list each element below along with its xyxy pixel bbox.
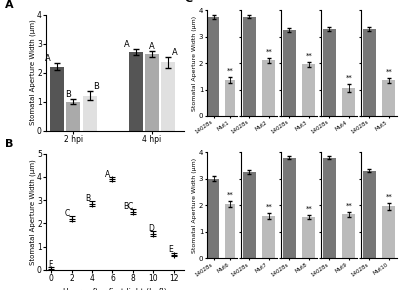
Text: C: C: [184, 0, 192, 4]
Bar: [302, 217, 315, 258]
Y-axis label: Stomatal Aperture Width (μm): Stomatal Aperture Width (μm): [29, 20, 36, 125]
X-axis label: Hours after first light (hafl): Hours after first light (hafl): [63, 289, 167, 290]
Text: **: **: [346, 203, 352, 209]
Text: D: D: [148, 224, 154, 233]
Text: **: **: [386, 194, 392, 200]
Text: A: A: [105, 170, 110, 179]
Bar: [161, 62, 175, 130]
Bar: [262, 60, 275, 116]
Text: **: **: [227, 68, 234, 74]
Bar: [145, 54, 159, 130]
Text: **: **: [386, 68, 392, 75]
Text: **: **: [227, 191, 234, 197]
Bar: [283, 157, 296, 258]
Bar: [66, 102, 80, 130]
Bar: [225, 80, 236, 116]
Bar: [302, 64, 315, 116]
Bar: [382, 80, 395, 116]
Bar: [382, 206, 395, 258]
Bar: [283, 30, 296, 116]
Bar: [323, 29, 336, 116]
Text: E: E: [169, 245, 174, 254]
Text: A: A: [149, 42, 155, 51]
Y-axis label: Stomatal Aperture Width (μm): Stomatal Aperture Width (μm): [192, 15, 198, 111]
Text: A: A: [5, 0, 13, 10]
Bar: [82, 96, 97, 130]
Y-axis label: Stomatal Aperture Width (μm): Stomatal Aperture Width (μm): [192, 157, 198, 253]
Y-axis label: Stomatal Aperture Width (μm): Stomatal Aperture Width (μm): [29, 159, 36, 264]
Bar: [363, 171, 376, 258]
Text: **: **: [306, 52, 312, 59]
Text: C: C: [64, 209, 70, 218]
Text: B: B: [65, 90, 71, 99]
Bar: [323, 157, 336, 258]
Bar: [262, 216, 275, 258]
Bar: [50, 67, 64, 130]
Text: **: **: [306, 206, 312, 212]
Bar: [208, 17, 219, 116]
Text: A: A: [172, 48, 178, 57]
Text: B: B: [5, 139, 13, 149]
Bar: [129, 52, 143, 130]
Bar: [342, 214, 355, 258]
Bar: [363, 29, 376, 116]
Text: A: A: [45, 54, 51, 63]
Bar: [208, 179, 219, 258]
Bar: [243, 172, 256, 258]
Bar: [225, 204, 236, 258]
Text: **: **: [266, 203, 272, 209]
Bar: [342, 88, 355, 116]
Text: B: B: [93, 82, 99, 91]
Text: A: A: [124, 40, 130, 49]
Text: **: **: [346, 75, 352, 81]
Text: BC: BC: [124, 202, 134, 211]
Bar: [243, 17, 256, 116]
Text: F: F: [48, 260, 53, 269]
Text: **: **: [266, 49, 272, 55]
Text: B: B: [85, 194, 90, 203]
